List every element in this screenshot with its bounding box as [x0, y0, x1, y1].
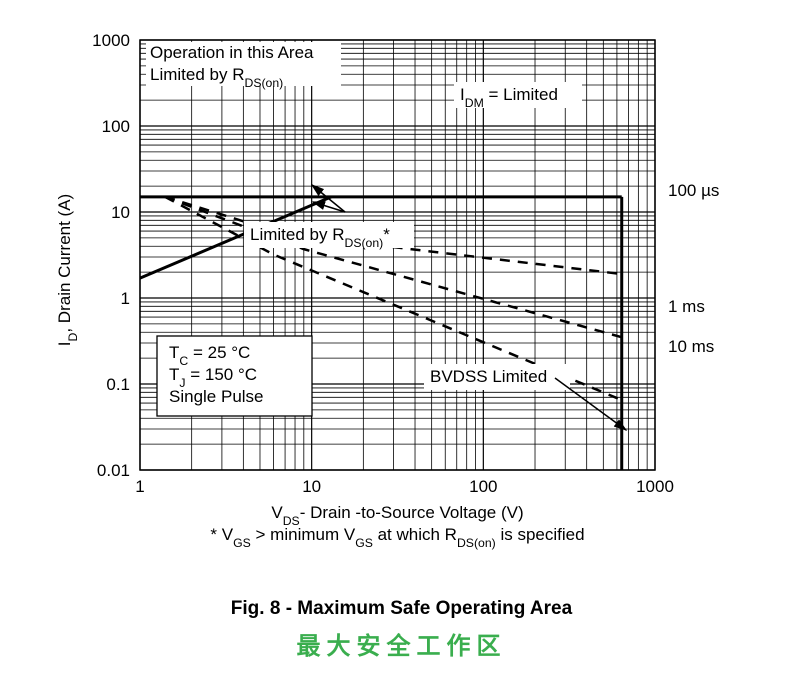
svg-text:10: 10 — [302, 477, 321, 496]
svg-text:100: 100 — [469, 477, 497, 496]
svg-text:100 µs: 100 µs — [668, 181, 719, 200]
caption-en: Fig. 8 - Maximum Safe Operating Area — [0, 598, 803, 620]
svg-text:100: 100 — [102, 117, 130, 136]
svg-text:ID, Drain Current (A): ID, Drain Current (A) — [55, 194, 80, 346]
soa-chart: 11010010000.010.11101001000VDS- Drain -t… — [0, 0, 803, 570]
svg-text:10 ms: 10 ms — [668, 337, 714, 356]
svg-text:* VGS > minimum VGS at which: * VGS > minimum VGS at which RDS(on) is … — [210, 525, 584, 550]
svg-text:BVDSS Limited: BVDSS Limited — [430, 367, 547, 386]
svg-text:10: 10 — [111, 203, 130, 222]
svg-text:Operation in this Area: Operation in this Area — [150, 43, 314, 62]
svg-text:1000: 1000 — [92, 31, 130, 50]
figure-container: 11010010000.010.11101001000VDS- Drain -t… — [0, 0, 803, 682]
svg-text:1000: 1000 — [636, 477, 674, 496]
svg-text:1: 1 — [135, 477, 144, 496]
svg-text:1: 1 — [121, 289, 130, 308]
svg-text:1 ms: 1 ms — [668, 297, 705, 316]
svg-text:0.01: 0.01 — [97, 461, 130, 480]
svg-text:Single Pulse: Single Pulse — [169, 387, 264, 406]
caption-zh: 最大安全工作区 — [0, 626, 803, 661]
svg-text:0.1: 0.1 — [106, 375, 130, 394]
